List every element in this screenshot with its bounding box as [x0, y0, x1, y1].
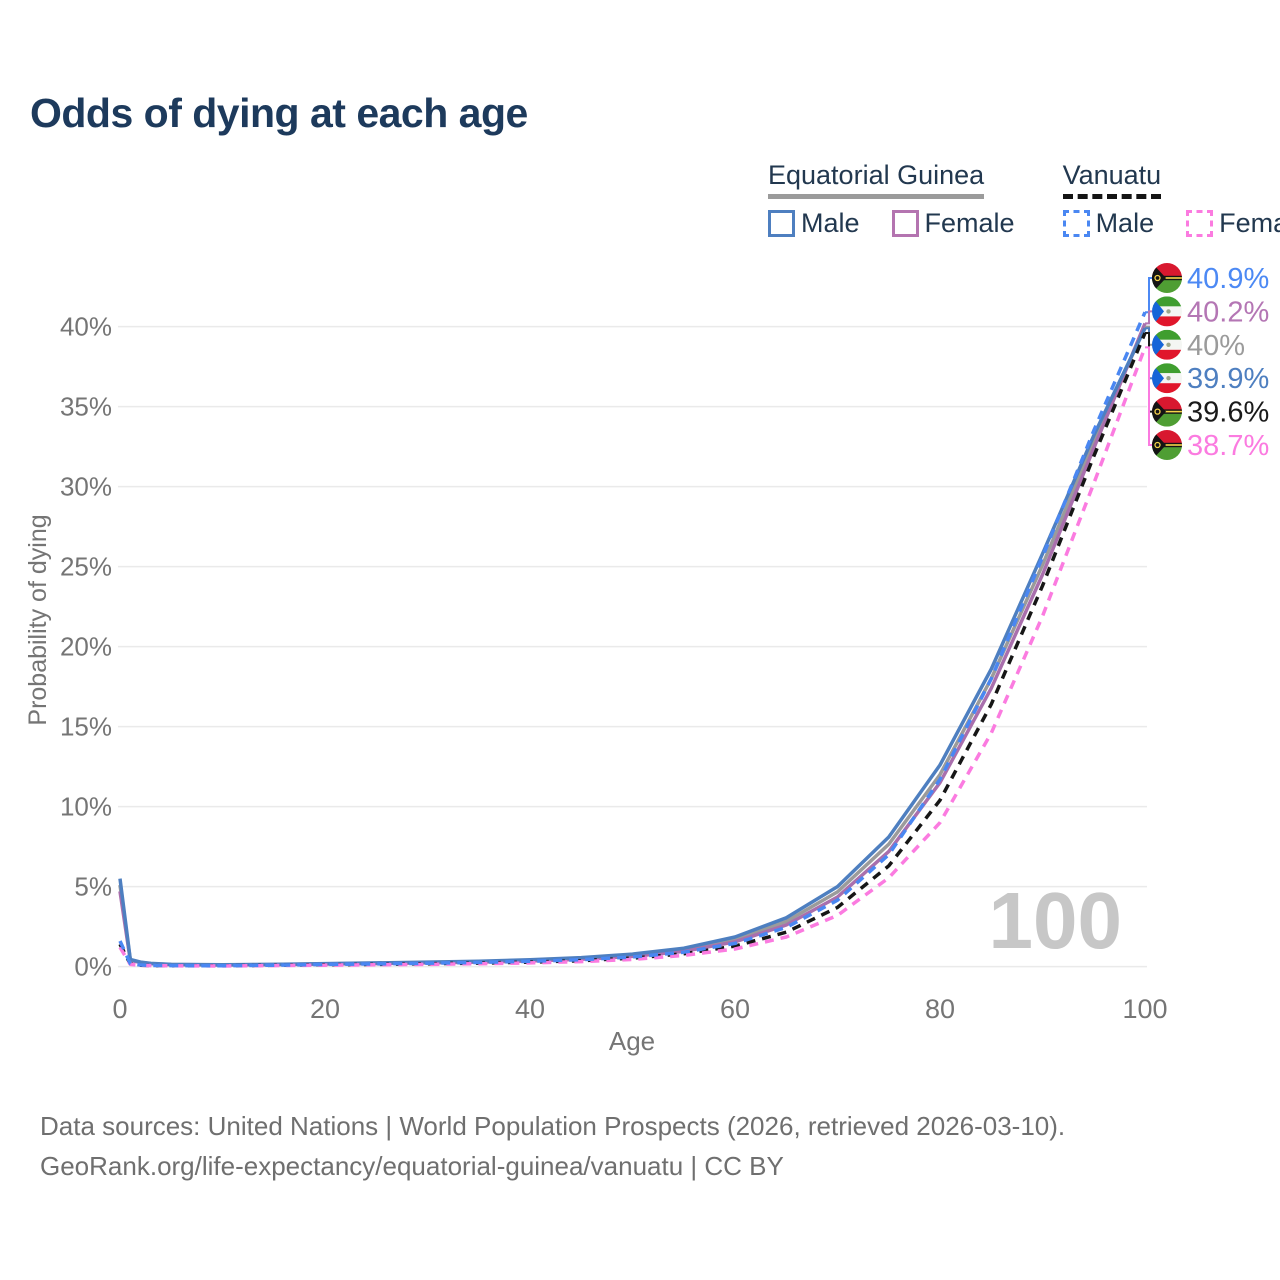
series-line-eg_both: [118, 325, 1147, 967]
series-line-vu_both: [118, 332, 1147, 968]
x-tick-label: 0: [112, 994, 127, 1024]
y-axis-title: Probability of dying: [24, 514, 52, 725]
y-tick-label: 30%: [60, 472, 112, 502]
page-title: Odds of dying at each age: [30, 90, 528, 136]
vanuatu-flag-icon: [1152, 263, 1182, 293]
legend-item-vu-male[interactable]: Male: [1062, 208, 1155, 239]
x-axis-title: Age: [609, 1026, 655, 1056]
vu-female-line-swatch-icon: [1186, 210, 1214, 237]
equatorial-guinea-flag-icon: [1152, 329, 1182, 360]
x-tick-label: 40: [515, 994, 545, 1024]
end-value-label-vu_both: 39.6%: [1187, 397, 1269, 429]
end-value-label-eg_female: 40.2%: [1187, 296, 1269, 328]
footer-sources-line: Data sources: United Nations | World Pop…: [40, 1111, 1066, 1141]
x-tick-label: 60: [720, 994, 750, 1024]
chart-legend: Equatorial Guinea Male Female Vanuatu Ma…: [768, 160, 1280, 239]
legend-item-label: Male: [801, 208, 860, 238]
x-tick-label: 20: [310, 994, 340, 1024]
legend-item-label: Male: [1095, 208, 1155, 238]
legend-item-label: Female: [924, 208, 1015, 238]
equatorial-guinea-flag-icon: [1152, 363, 1182, 394]
chart-canvas: 0% 5% 10% 15% 20% 25% 30% 35% 40% 0 20 40 60 80 100 Age…: [24, 263, 1269, 1056]
end-value-label-eg_male: 39.9%: [1187, 363, 1269, 395]
y-tick-label: 20%: [60, 632, 112, 662]
age-watermark: 100: [989, 876, 1122, 965]
end-value-label-eg_both: 40%: [1187, 330, 1245, 362]
legend-country-title-equatorial-guinea: Equatorial Guinea: [768, 160, 985, 199]
y-tick-label: 0%: [74, 952, 112, 982]
series-line-eg_male: [118, 327, 1147, 967]
series-line-eg_female: [118, 322, 1147, 967]
footer-attribution-line: GeoRank.org/life-expectancy/equatorial-g…: [40, 1151, 784, 1181]
eg-female-line-swatch-icon: [891, 210, 919, 237]
data-sources-footer: Data sources: United Nations | World Pop…: [40, 1106, 1065, 1186]
leader-line-vu_male: [1145, 277, 1152, 314]
end-value-label-vu_male: 40.9%: [1187, 263, 1269, 295]
y-tick-label: 5%: [74, 872, 112, 902]
end-value-label-vu_female: 38.7%: [1187, 430, 1269, 462]
y-tick-label: 25%: [60, 552, 112, 582]
eg-male-line-swatch-icon: [768, 210, 795, 237]
y-tick-label: 40%: [60, 312, 112, 342]
leader-line-vu_female: [1145, 346, 1152, 446]
series-line-vu_female: [118, 346, 1147, 968]
legend-item-label: Female: [1219, 208, 1280, 238]
vu-male-line-swatch-icon: [1062, 210, 1090, 237]
legend-item-vu-female[interactable]: Female: [1186, 208, 1280, 239]
equatorial-guinea-flag-icon: [1152, 296, 1182, 327]
x-tick-label: 100: [1122, 994, 1167, 1024]
leader-line-eg_female: [1145, 310, 1152, 325]
y-tick-label: 10%: [60, 792, 112, 822]
y-tick-label: 35%: [60, 392, 112, 422]
series-line-vu_male: [118, 311, 1147, 968]
legend-group-vanuatu: Vanuatu Male Female: [1062, 160, 1280, 239]
x-tick-label: 80: [925, 994, 955, 1024]
vanuatu-flag-icon: [1152, 396, 1182, 427]
legend-item-eg-male[interactable]: Male: [768, 208, 860, 239]
legend-group-equatorial-guinea: Equatorial Guinea Male Female: [768, 160, 1015, 239]
legend-country-title-vanuatu: Vanuatu: [1062, 160, 1162, 199]
y-tick-label: 15%: [60, 712, 112, 742]
legend-item-eg-female[interactable]: Female: [891, 208, 1015, 239]
vanuatu-flag-icon: [1152, 430, 1182, 460]
